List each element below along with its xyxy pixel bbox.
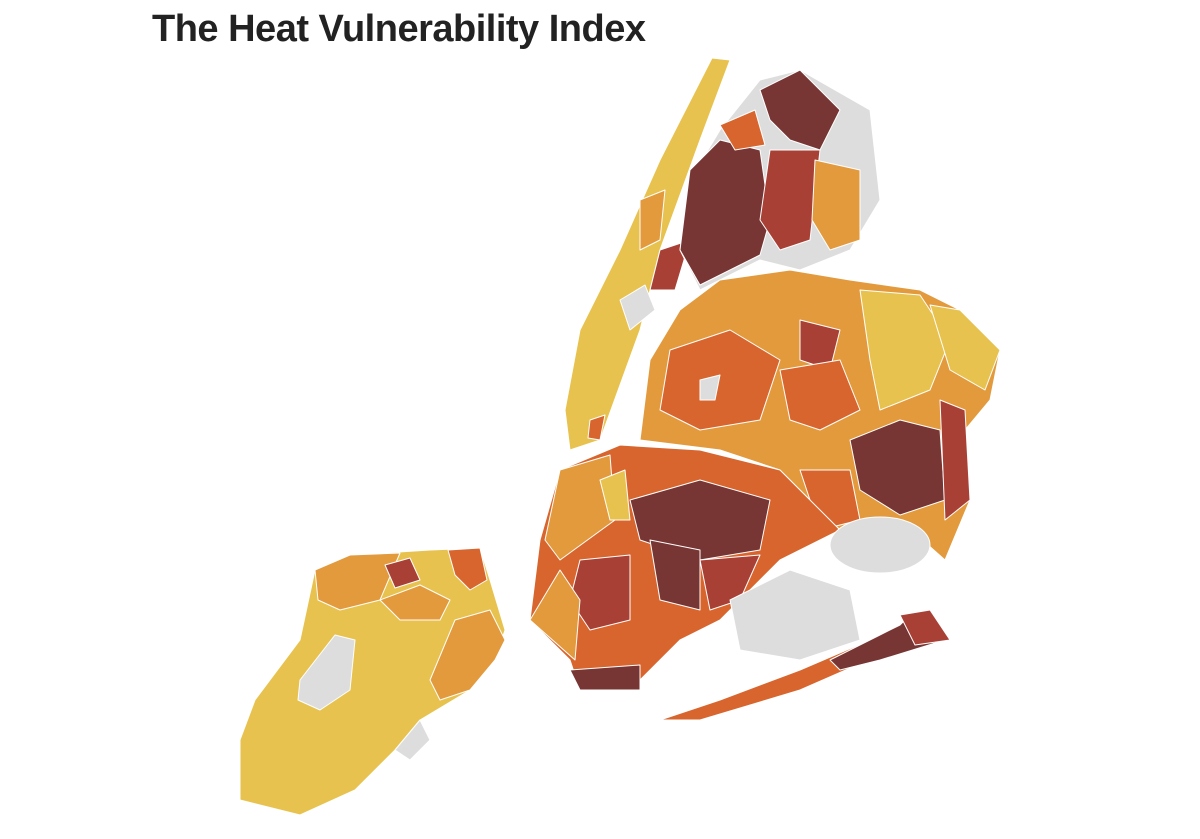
rockaway [659, 609, 951, 721]
region [529, 569, 581, 661]
brooklyn [529, 444, 841, 691]
region [759, 149, 821, 251]
region [929, 304, 1001, 391]
staten-island [239, 547, 506, 816]
region [719, 109, 766, 151]
region [859, 289, 951, 411]
region [939, 399, 971, 521]
region [679, 139, 771, 286]
region [394, 719, 431, 761]
region [899, 609, 951, 646]
manhattan [564, 57, 731, 451]
region [649, 239, 691, 291]
queens [639, 269, 1001, 561]
region [659, 329, 781, 431]
region [379, 584, 451, 621]
region [429, 609, 506, 701]
region [447, 547, 488, 591]
region [297, 634, 356, 711]
region [829, 516, 931, 574]
region [384, 557, 421, 589]
region [649, 539, 701, 611]
region [569, 664, 641, 691]
region [699, 374, 721, 401]
map-title: The Heat Vulnerability Index [152, 8, 646, 50]
region [544, 454, 616, 561]
region [729, 569, 861, 661]
region [811, 159, 861, 251]
region [639, 189, 666, 251]
bronx [679, 69, 881, 291]
region [629, 479, 771, 561]
region [587, 414, 606, 441]
region [564, 57, 731, 451]
region [779, 359, 861, 431]
region [619, 284, 656, 331]
region [599, 469, 631, 521]
